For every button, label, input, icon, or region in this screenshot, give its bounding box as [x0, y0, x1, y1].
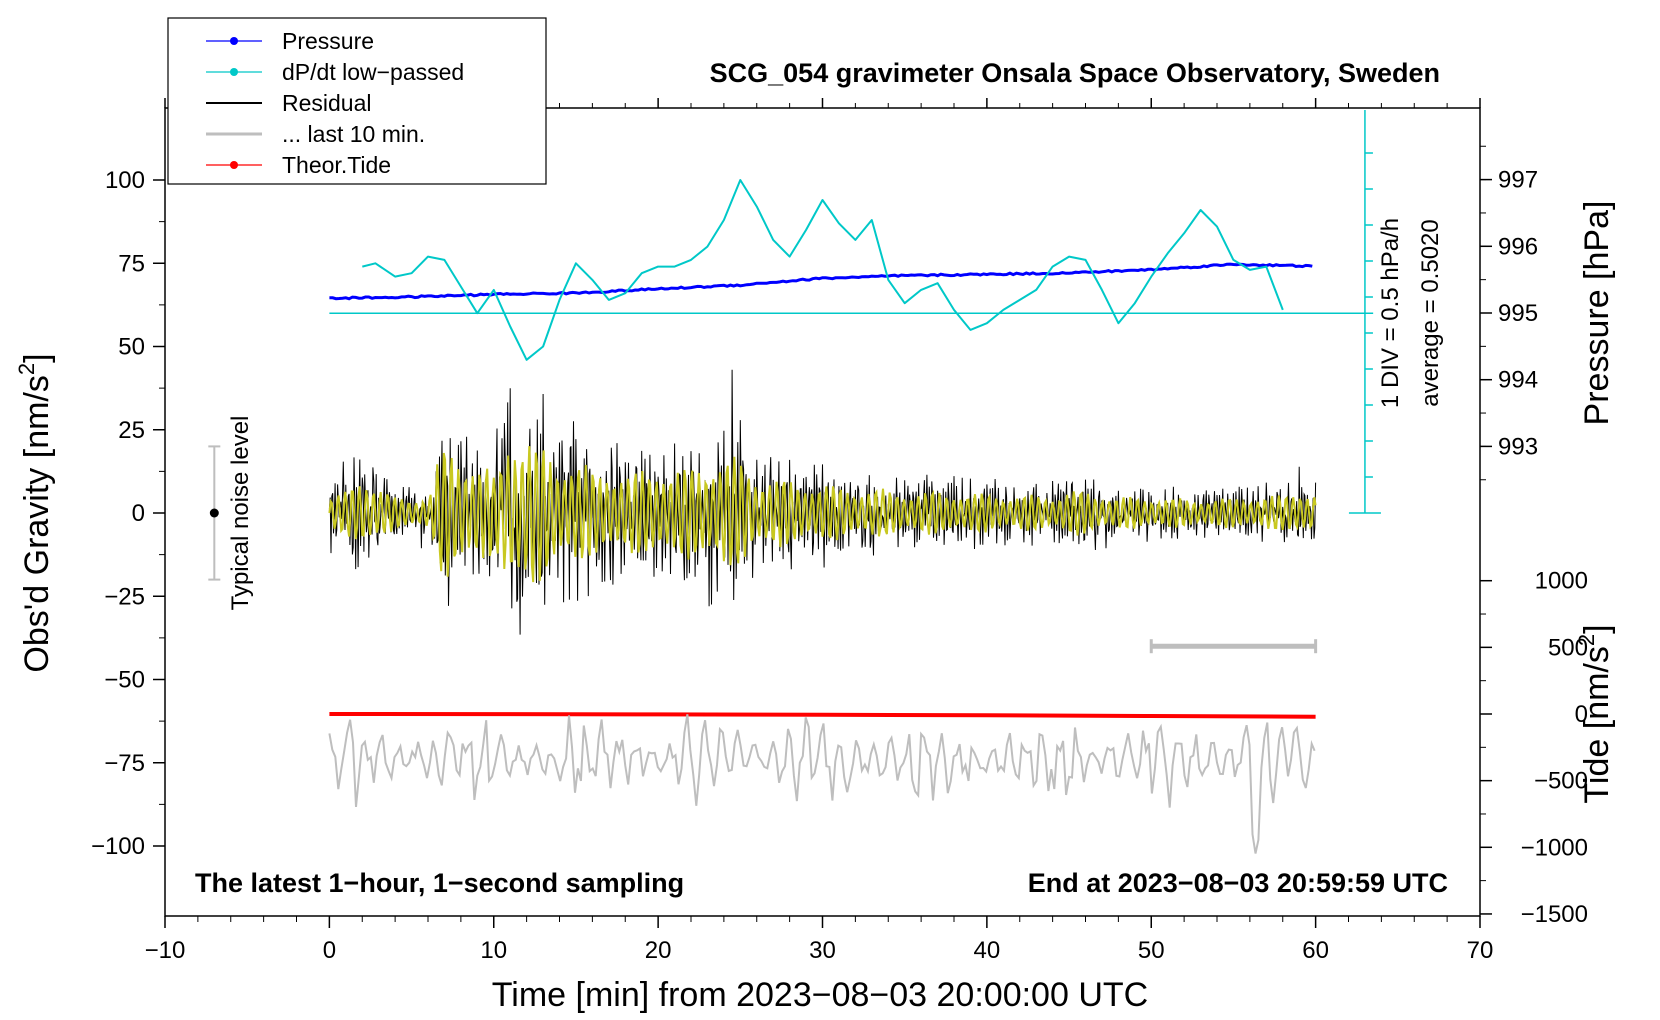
tide-tick-label: −1500	[1521, 901, 1588, 928]
x-axis-title: Time [min] from 2023−08−03 20:00:00 UTC	[492, 976, 1148, 1014]
pressure-line	[329, 262, 1313, 301]
noise-label: Typical noise level	[227, 416, 254, 611]
x-tick-label: 50	[1138, 937, 1165, 964]
y-tick-label: −25	[104, 583, 145, 610]
y-axis-title-sup: 2	[14, 363, 39, 375]
y-tick-label: −75	[104, 750, 145, 777]
div-scale-label: 1 DIV = 0.5 hPa/h	[1377, 218, 1404, 408]
tide-axis-title-sup: 2	[1574, 634, 1599, 646]
x-tick-label: 0	[323, 937, 336, 964]
residual-line	[328, 369, 1317, 635]
residual-filtered-line	[328, 446, 1317, 583]
legend-label: ... last 10 min.	[282, 121, 425, 147]
legend-box	[167, 17, 547, 185]
x-tick-label: 70	[1467, 937, 1494, 964]
bottom-left-note: The latest 1−hour, 1−second sampling	[195, 868, 684, 898]
tide-tick-label: −1000	[1521, 834, 1588, 861]
y-tick-label: 100	[105, 167, 145, 194]
y-tick-label: 25	[118, 417, 145, 444]
pressure-tick-label: 996	[1498, 233, 1538, 260]
legend-label: Residual	[282, 90, 372, 116]
legend-marker	[230, 161, 238, 169]
x-tick-label: 30	[809, 937, 836, 964]
y-tick-label: 50	[118, 334, 145, 361]
last-10-min-line	[328, 714, 1316, 854]
tide-axis-title: Tide [nm/s2]	[1574, 624, 1616, 803]
pressure-tick-label: 997	[1498, 167, 1538, 194]
tide-tick-label: 1000	[1535, 568, 1588, 595]
pressure-tick-label: 994	[1498, 367, 1538, 394]
bottom-right-note: End at 2023−08−03 20:59:59 UTC	[1028, 868, 1448, 898]
y-tick-label: −100	[91, 833, 145, 860]
pressure-tick-label: 995	[1498, 300, 1538, 327]
legend-label: dP/dt low−passed	[282, 59, 464, 85]
x-tick-label: 60	[1302, 937, 1329, 964]
y-tick-label: 75	[118, 250, 145, 277]
x-tick-label: 40	[974, 937, 1001, 964]
y-tick-label: 0	[132, 500, 145, 527]
pressure-tick-label: 993	[1498, 433, 1538, 460]
x-tick-label: −10	[145, 937, 186, 964]
x-tick-label: 10	[480, 937, 507, 964]
tide-tick-label: −500	[1534, 768, 1588, 795]
tide-tick-label: 0	[1575, 701, 1588, 728]
y-axis-title-end: ]	[18, 353, 56, 362]
y-axis-title: Obs'd Gravity [nm/s2]	[14, 353, 56, 672]
tide-axis-title-end: ]	[1578, 624, 1616, 633]
dpdt-line	[362, 179, 1284, 361]
chart-title: SCG_054 gravimeter Onsala Space Observat…	[710, 58, 1440, 88]
tide-line	[329, 712, 1316, 719]
y-tick-label: −50	[104, 667, 145, 694]
legend-label: Pressure	[282, 28, 374, 54]
noise-dot	[209, 508, 219, 518]
pressure-axis-title: Pressure [hPa]	[1578, 201, 1616, 426]
legend-label: Theor.Tide	[282, 152, 391, 178]
legend-marker	[230, 68, 238, 76]
average-label: average = 0.5020	[1417, 219, 1444, 407]
legend-marker	[230, 37, 238, 45]
x-tick-label: 20	[645, 937, 672, 964]
tide-tick-label: 500	[1548, 634, 1588, 661]
